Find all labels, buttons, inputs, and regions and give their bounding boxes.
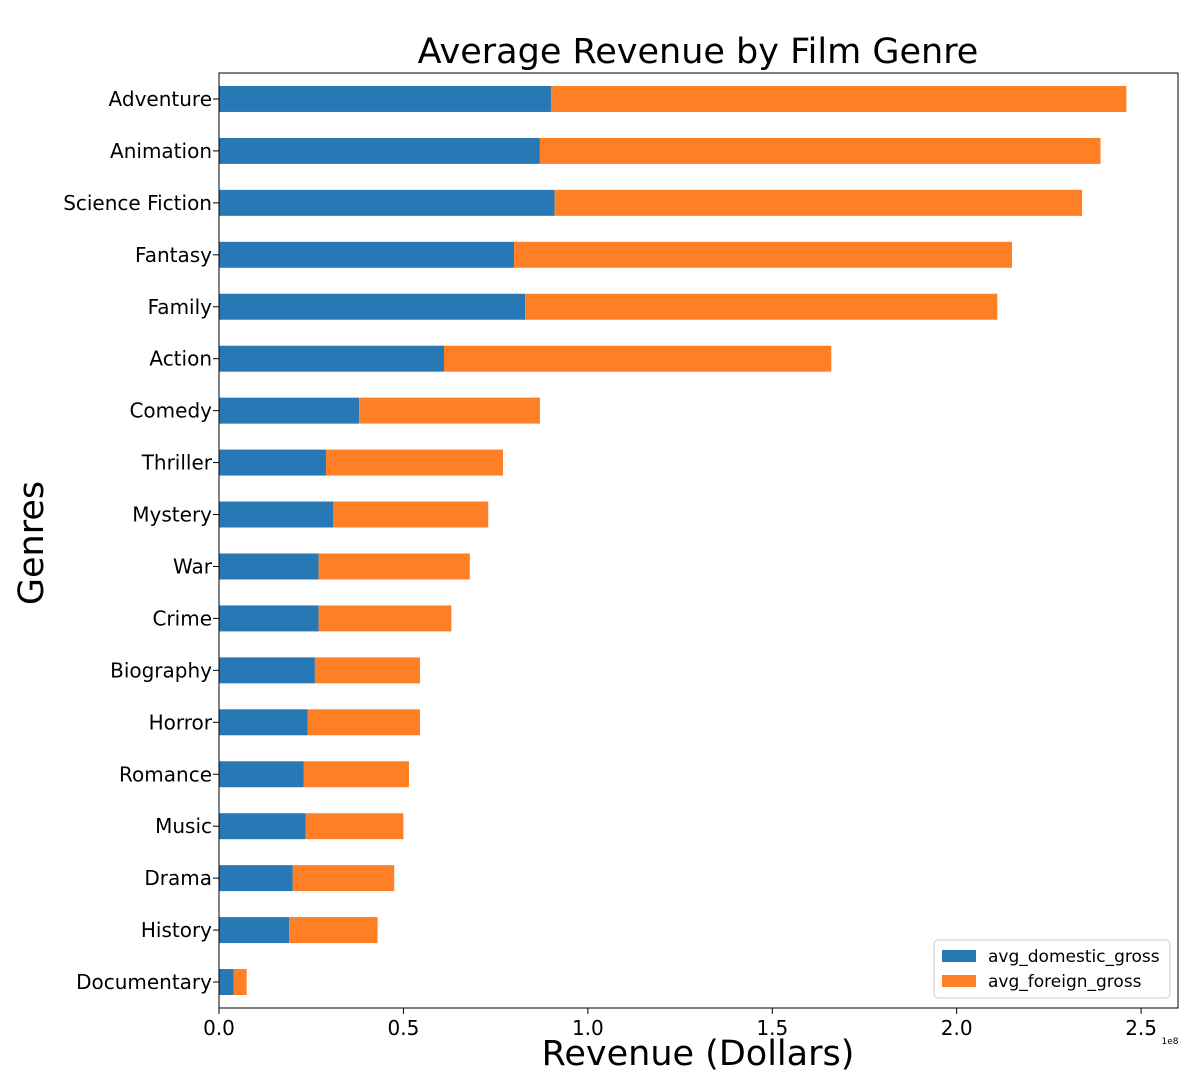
y-tick-label: Documentary xyxy=(76,970,212,994)
x-tick-label: 0.5 xyxy=(388,1016,420,1040)
x-axis: 0.0 0.5 1.0 1.5 2.0 2.5 xyxy=(203,1008,1157,1040)
y-tick-label: Horror xyxy=(149,710,213,734)
bar-avg-foreign-gross xyxy=(292,865,395,892)
bar-avg-domestic-gross xyxy=(219,813,306,840)
y-tick-label: Thriller xyxy=(141,451,213,475)
y-tick-label: Romance xyxy=(119,762,212,786)
y-tick-label: Crime xyxy=(152,606,212,630)
bar-avg-domestic-gross xyxy=(219,501,334,528)
y-axis: Adventure Animation Science Fiction Fantasy… xyxy=(63,87,219,994)
bar-avg-domestic-gross xyxy=(219,917,290,944)
bar-avg-domestic-gross xyxy=(219,709,308,736)
legend-swatch xyxy=(942,975,976,987)
y-tick-label: War xyxy=(173,554,213,578)
bar-avg-foreign-gross xyxy=(289,917,378,944)
bar-avg-domestic-gross xyxy=(219,761,304,788)
bar-avg-domestic-gross xyxy=(219,553,319,580)
bar-avg-foreign-gross xyxy=(550,85,1127,112)
x-tick-label: 2.0 xyxy=(941,1016,973,1040)
bar-avg-foreign-gross xyxy=(359,397,540,424)
y-tick-label: Drama xyxy=(144,866,212,890)
x-tick-label: 2.5 xyxy=(1125,1016,1157,1040)
bar-avg-foreign-gross xyxy=(303,761,409,788)
bar-avg-foreign-gross xyxy=(539,137,1101,164)
y-tick-label: Animation xyxy=(110,139,212,163)
bar-avg-domestic-gross xyxy=(219,189,555,216)
y-tick-label: Music xyxy=(155,814,212,838)
bar-avg-domestic-gross xyxy=(219,293,526,320)
bar-avg-foreign-gross xyxy=(318,553,470,580)
chart-title: Average Revenue by Film Genre xyxy=(418,32,979,72)
bar-avg-domestic-gross xyxy=(219,969,234,996)
bar-avg-domestic-gross xyxy=(219,865,293,892)
bar-avg-foreign-gross xyxy=(525,293,998,320)
x-axis-offset-label: 1e8 xyxy=(1162,1037,1179,1047)
y-tick-label: Mystery xyxy=(132,503,212,527)
plot-frame xyxy=(218,72,1179,1009)
plot-area xyxy=(218,72,1179,1009)
bar-avg-domestic-gross xyxy=(219,137,540,164)
y-tick-label: Fantasy xyxy=(135,243,212,267)
bar-avg-foreign-gross xyxy=(514,241,1013,268)
x-tick-label: 1.5 xyxy=(756,1016,788,1040)
legend-label: avg_foreign_gross xyxy=(988,972,1142,992)
bar-avg-foreign-gross xyxy=(307,709,421,736)
bar-avg-domestic-gross xyxy=(219,449,326,476)
legend-frame xyxy=(933,939,1171,999)
y-tick-label: Family xyxy=(148,295,213,319)
bar-avg-foreign-gross xyxy=(314,657,421,684)
bar-avg-foreign-gross xyxy=(333,501,489,528)
bar-avg-foreign-gross xyxy=(554,189,1083,216)
bar-avg-domestic-gross xyxy=(219,397,360,424)
legend: avg_domestic_gross avg_foreign_gross xyxy=(933,939,1171,999)
bar-avg-foreign-gross xyxy=(443,345,832,372)
x-axis-title: Revenue (Dollars) xyxy=(542,1034,855,1074)
bar-avg-foreign-gross xyxy=(305,813,404,840)
y-tick-label: Action xyxy=(149,347,212,371)
bar-avg-domestic-gross xyxy=(219,345,444,372)
bar-avg-foreign-gross xyxy=(318,605,452,632)
bar-avg-foreign-gross xyxy=(233,969,247,996)
y-tick-label: Biography xyxy=(110,658,212,682)
y-tick-label: Science Fiction xyxy=(63,191,212,215)
y-tick-label: Comedy xyxy=(129,399,212,423)
y-tick-label: History xyxy=(141,918,212,942)
bar-avg-domestic-gross xyxy=(219,85,551,112)
x-tick-label: 1.0 xyxy=(572,1016,604,1040)
x-tick-label: 0.0 xyxy=(203,1016,235,1040)
y-tick-label: Adventure xyxy=(109,87,212,111)
bar-avg-foreign-gross xyxy=(325,449,504,476)
legend-label: avg_domestic_gross xyxy=(988,947,1160,967)
bar-avg-domestic-gross xyxy=(219,605,319,632)
legend-swatch xyxy=(942,950,976,962)
bar-avg-domestic-gross xyxy=(219,657,315,684)
bar-avg-domestic-gross xyxy=(219,241,515,268)
y-axis-title: Genres xyxy=(12,481,52,605)
